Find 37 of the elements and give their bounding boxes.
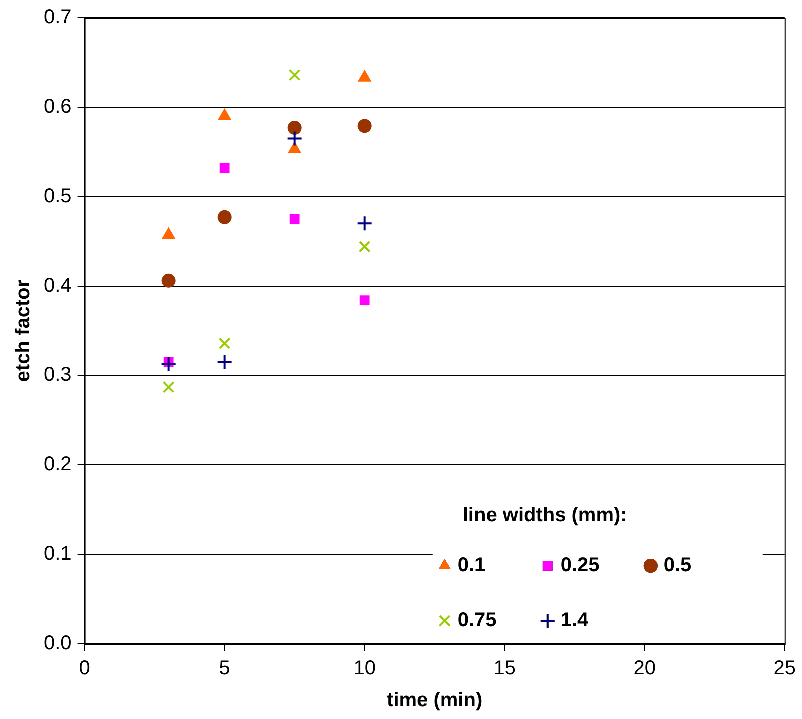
- y-tick-label: 0.5: [44, 185, 72, 208]
- y-axis-title: etch factor: [12, 280, 35, 382]
- y-tick-label: 0.7: [44, 6, 72, 29]
- legend-label: 0.1: [458, 554, 486, 577]
- point: [162, 381, 175, 394]
- point: [162, 274, 176, 288]
- point: [218, 210, 232, 224]
- point: [358, 119, 372, 134]
- legend-label: 0.5: [664, 554, 692, 577]
- x-tick-label: 5: [219, 658, 230, 680]
- point: [216, 354, 233, 370]
- point: [160, 356, 177, 372]
- point: [360, 296, 370, 306]
- legend-label: 0.75: [458, 610, 497, 632]
- x-tick-label: 10: [354, 658, 376, 680]
- legend-title: line widths (mm):: [462, 504, 628, 527]
- point: [220, 163, 230, 174]
- x-tick-label: 20: [634, 658, 656, 680]
- x-axis-title: time (min): [387, 690, 483, 712]
- y-tick-label: 0.3: [44, 364, 72, 386]
- legend-label: 1.4: [560, 610, 590, 632]
- y-tick-label: 0.0: [44, 632, 72, 655]
- y-tick-label: 0.6: [44, 96, 72, 118]
- y-tick-label: 0.2: [44, 454, 72, 476]
- point: [288, 69, 301, 82]
- point: [218, 338, 231, 350]
- legend-label: 0.25: [560, 554, 600, 577]
- x-tick-label: 0: [79, 658, 90, 680]
- y-tick-label: 0.1: [44, 543, 72, 566]
- point: [286, 130, 303, 147]
- point: [356, 216, 373, 232]
- x-tick-label: 15: [494, 658, 516, 680]
- point: [290, 214, 300, 224]
- x-tick-label: 25: [774, 658, 796, 680]
- y-tick-label: 0.4: [44, 274, 72, 297]
- point: [288, 120, 302, 135]
- point: [358, 240, 371, 253]
